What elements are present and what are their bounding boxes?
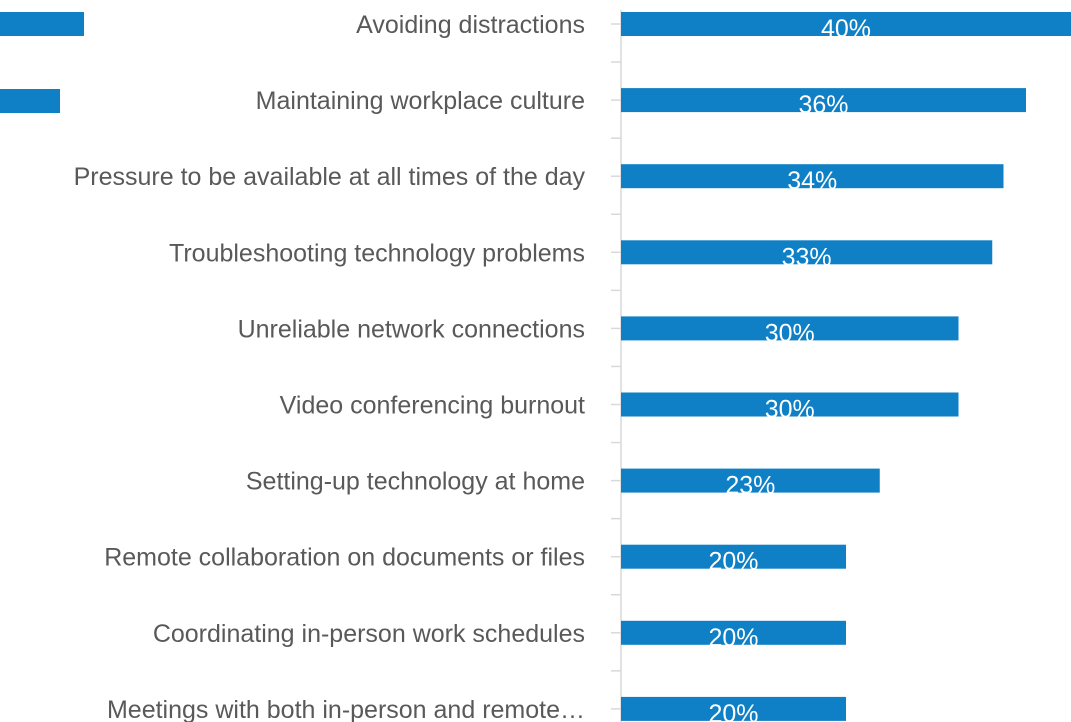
bar (621, 620, 846, 645)
value-label: 40% (821, 15, 871, 43)
category-label: Unreliable network connections (238, 315, 585, 343)
bar (621, 544, 846, 569)
bar (621, 88, 1026, 113)
value-label: 23% (725, 472, 775, 500)
cropped-bar (0, 89, 60, 113)
bar (621, 392, 959, 417)
value-label: 30% (765, 319, 815, 347)
bar (621, 468, 880, 493)
category-label: Meetings with both in-person and remote… (107, 696, 585, 722)
bar (621, 316, 959, 341)
value-label: 33% (782, 243, 832, 271)
bar (621, 164, 1004, 189)
value-label: 20% (708, 624, 758, 652)
value-label: 30% (765, 396, 815, 424)
category-label: Setting-up technology at home (246, 468, 585, 496)
value-label: 34% (787, 167, 837, 195)
cropped-bar (0, 12, 84, 36)
category-label: Troubleshooting technology problems (169, 239, 585, 267)
value-label: 20% (708, 700, 758, 722)
value-label: 36% (798, 91, 848, 119)
category-label: Avoiding distractions (356, 11, 585, 39)
category-label: Coordinating in-person work schedules (153, 620, 585, 648)
category-label: Pressure to be available at all times of… (74, 163, 586, 191)
category-label: Maintaining workplace culture (256, 87, 585, 115)
category-label: Video conferencing burnout (280, 392, 585, 420)
bar (621, 12, 1071, 36)
bar (621, 696, 846, 721)
value-label: 20% (708, 548, 758, 576)
bar (621, 240, 993, 265)
category-label: Remote collaboration on documents or fil… (104, 544, 585, 572)
